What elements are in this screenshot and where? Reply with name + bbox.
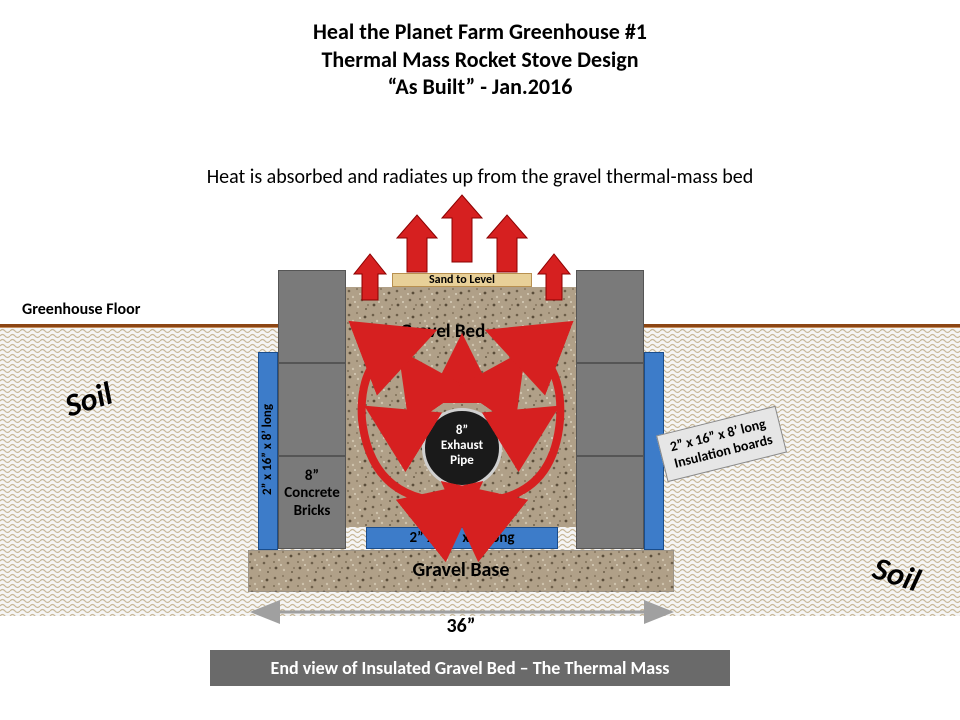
caption-bar: End view of Insulated Gravel Bed – The T… bbox=[210, 650, 730, 686]
heat-arrows bbox=[0, 0, 960, 720]
width-dimension-label: 36” bbox=[248, 614, 674, 638]
